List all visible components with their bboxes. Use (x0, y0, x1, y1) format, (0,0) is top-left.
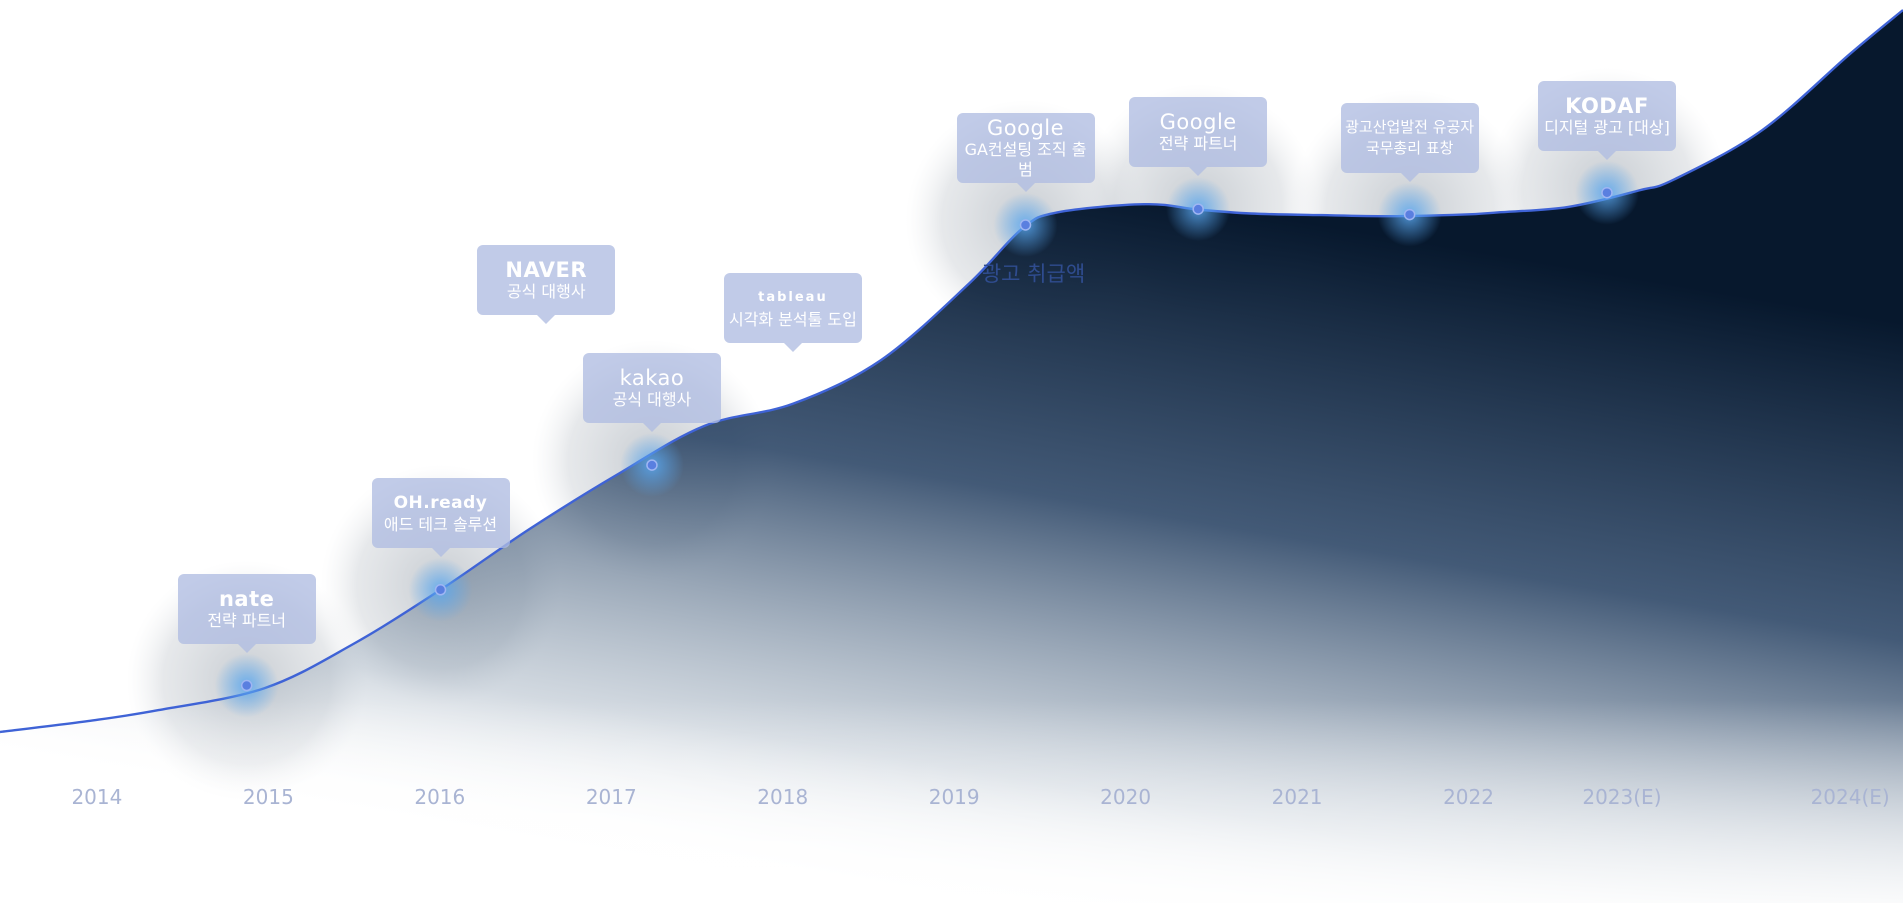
milestone-label: 시각화 분석툴 도입 (728, 310, 857, 329)
milestone-callout: tableau 시각화 분석툴 도입 (723, 273, 862, 352)
x-tick-label: 2020 (1100, 785, 1151, 809)
milestone-callout: Google 전략 파트너 (1129, 97, 1268, 177)
x-tick-label: 2016 (414, 785, 465, 809)
partner-logo: Google (986, 115, 1065, 140)
milestone-label: GA컨설팅 조직 출범 (964, 139, 1087, 179)
x-tick-label: 2015 (243, 785, 294, 809)
milestone-label: 공식 대행사 (612, 390, 692, 410)
x-tick-label: 2022 (1443, 785, 1494, 809)
x-tick-label: 2019 (929, 785, 980, 809)
partner-logo: OH.ready (393, 492, 488, 513)
x-tick-label: 2023(E) (1582, 785, 1661, 809)
milestone-point (1019, 219, 1032, 231)
milestone-point (240, 679, 253, 692)
x-tick-label: 2017 (586, 785, 637, 809)
milestone-point (1601, 186, 1613, 199)
partner-logo: KODAF (1565, 93, 1649, 118)
milestone-label: 디지털 광고 [대상] (1544, 117, 1670, 137)
milestone-point (434, 584, 447, 596)
partner-logo: tableau (758, 290, 828, 305)
partner-logo: NAVER (505, 258, 588, 282)
series-label: 광고 취급액 (982, 262, 1085, 286)
milestone-label: 전략 파트너 (207, 610, 287, 630)
milestone-label: 공식 대행사 (506, 282, 586, 301)
milestone-point (646, 459, 658, 471)
partner-logo: nate (218, 586, 275, 611)
x-tick-label: 2018 (757, 785, 808, 809)
milestone-label: 애드 테크 솔루션 (383, 514, 498, 534)
bottom-fade (0, 700, 1903, 903)
x-tick-label: 2014 (71, 785, 122, 809)
x-tick-label: 2021 (1272, 785, 1323, 809)
milestone-callout: kakao 공식 대행사 (582, 353, 721, 433)
milestone-label: 전략 파트너 (1158, 134, 1238, 154)
milestone-callout: KODAF 디지털 광고 [대상] (1537, 80, 1676, 160)
partner-logo: kakao (619, 366, 685, 391)
milestone-callout: nate 전략 파트너 (177, 573, 316, 653)
milestone-callout: 광고산업발전 유공자 국무총리 표창 (1340, 102, 1479, 182)
milestone-label: 광고산업발전 유공자 국무총리 표창 (1345, 117, 1475, 157)
milestone-point (1403, 208, 1416, 221)
milestone-point (1192, 203, 1204, 215)
milestone-callout: Google GA컨설팅 조직 출범 (956, 112, 1095, 192)
milestone-callout: OH.ready 애드 테크 솔루션 (371, 477, 510, 557)
milestone-callout: NAVER 공식 대행사 (477, 245, 616, 324)
x-tick-label: 2024(E) (1811, 785, 1890, 809)
partner-logo: Google (1159, 110, 1237, 135)
